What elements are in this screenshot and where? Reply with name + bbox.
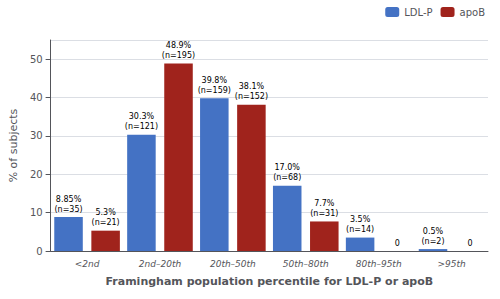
svg-text:7.7%: 7.7%	[314, 199, 335, 208]
svg-text:apoB: apoB	[460, 7, 486, 18]
svg-text:(n=68): (n=68)	[273, 173, 301, 182]
svg-text:48.9%: 48.9%	[166, 41, 192, 50]
svg-text:% of subjects: % of subjects	[7, 108, 20, 182]
svg-text:(n=159): (n=159)	[198, 86, 231, 95]
svg-text:(n=2): (n=2)	[421, 237, 444, 246]
svg-text:(n=31): (n=31)	[310, 209, 338, 218]
svg-text:10: 10	[30, 207, 43, 218]
svg-text:<2nd: <2nd	[75, 259, 100, 269]
svg-text:8.85%: 8.85%	[56, 195, 82, 204]
svg-text:5.3%: 5.3%	[95, 208, 116, 217]
svg-text:50th–80th: 50th–80th	[283, 259, 329, 269]
svg-text:20th–50th: 20th–50th	[210, 259, 256, 269]
svg-text:3.5%: 3.5%	[350, 215, 371, 224]
svg-text:80th–95th: 80th–95th	[356, 259, 402, 269]
svg-text:(n=14): (n=14)	[346, 225, 374, 234]
svg-text:50: 50	[30, 54, 43, 65]
svg-text:2nd–20th: 2nd–20th	[139, 259, 182, 269]
svg-text:17.0%: 17.0%	[275, 163, 301, 172]
svg-text:(n=121): (n=121)	[125, 122, 158, 131]
svg-text:>95th: >95th	[437, 259, 466, 269]
svg-text:0: 0	[395, 239, 400, 248]
svg-text:(n=35): (n=35)	[54, 205, 82, 214]
svg-text:Framingham population percenti: Framingham population percentile for LDL…	[105, 275, 433, 288]
svg-text:(n=21): (n=21)	[92, 218, 120, 227]
svg-text:38.1%: 38.1%	[239, 82, 265, 91]
svg-text:39.8%: 39.8%	[202, 76, 228, 85]
svg-text:40: 40	[30, 92, 43, 103]
svg-text:20: 20	[30, 169, 43, 180]
svg-text:LDL-P: LDL-P	[404, 7, 432, 18]
svg-text:0.5%: 0.5%	[423, 227, 444, 236]
svg-text:(n=152): (n=152)	[235, 92, 268, 101]
svg-text:(n=195): (n=195)	[162, 51, 195, 60]
svg-text:0: 0	[36, 246, 42, 257]
svg-text:0: 0	[468, 239, 473, 248]
svg-text:30: 30	[30, 130, 43, 141]
svg-text:30.3%: 30.3%	[129, 112, 155, 121]
